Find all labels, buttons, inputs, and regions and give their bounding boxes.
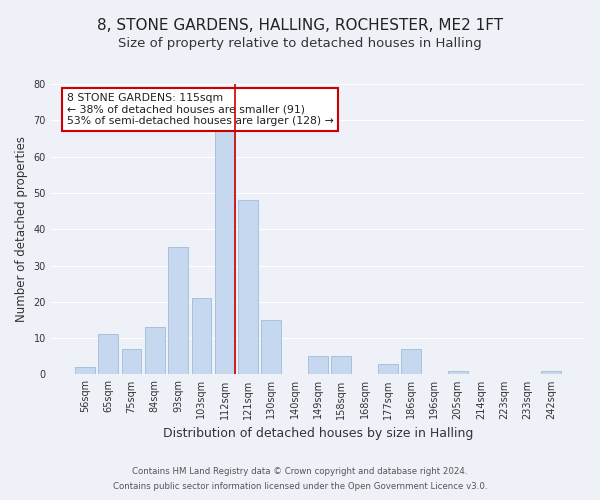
Text: Contains HM Land Registry data © Crown copyright and database right 2024.: Contains HM Land Registry data © Crown c… bbox=[132, 467, 468, 476]
Text: Contains public sector information licensed under the Open Government Licence v3: Contains public sector information licen… bbox=[113, 482, 487, 491]
Y-axis label: Number of detached properties: Number of detached properties bbox=[15, 136, 28, 322]
Bar bbox=[98, 334, 118, 374]
Bar bbox=[308, 356, 328, 374]
Bar bbox=[448, 371, 467, 374]
Bar bbox=[331, 356, 351, 374]
Bar bbox=[122, 349, 142, 374]
Bar bbox=[262, 320, 281, 374]
Bar bbox=[378, 364, 398, 374]
Bar bbox=[145, 327, 165, 374]
Bar bbox=[75, 367, 95, 374]
Text: Size of property relative to detached houses in Halling: Size of property relative to detached ho… bbox=[118, 38, 482, 51]
Bar bbox=[238, 200, 258, 374]
Bar bbox=[191, 298, 211, 374]
Text: 8, STONE GARDENS, HALLING, ROCHESTER, ME2 1FT: 8, STONE GARDENS, HALLING, ROCHESTER, ME… bbox=[97, 18, 503, 32]
Bar bbox=[215, 131, 235, 374]
Bar bbox=[168, 248, 188, 374]
Text: 8 STONE GARDENS: 115sqm
← 38% of detached houses are smaller (91)
53% of semi-de: 8 STONE GARDENS: 115sqm ← 38% of detache… bbox=[67, 92, 334, 126]
Bar bbox=[541, 371, 561, 374]
Bar bbox=[401, 349, 421, 374]
X-axis label: Distribution of detached houses by size in Halling: Distribution of detached houses by size … bbox=[163, 427, 473, 440]
